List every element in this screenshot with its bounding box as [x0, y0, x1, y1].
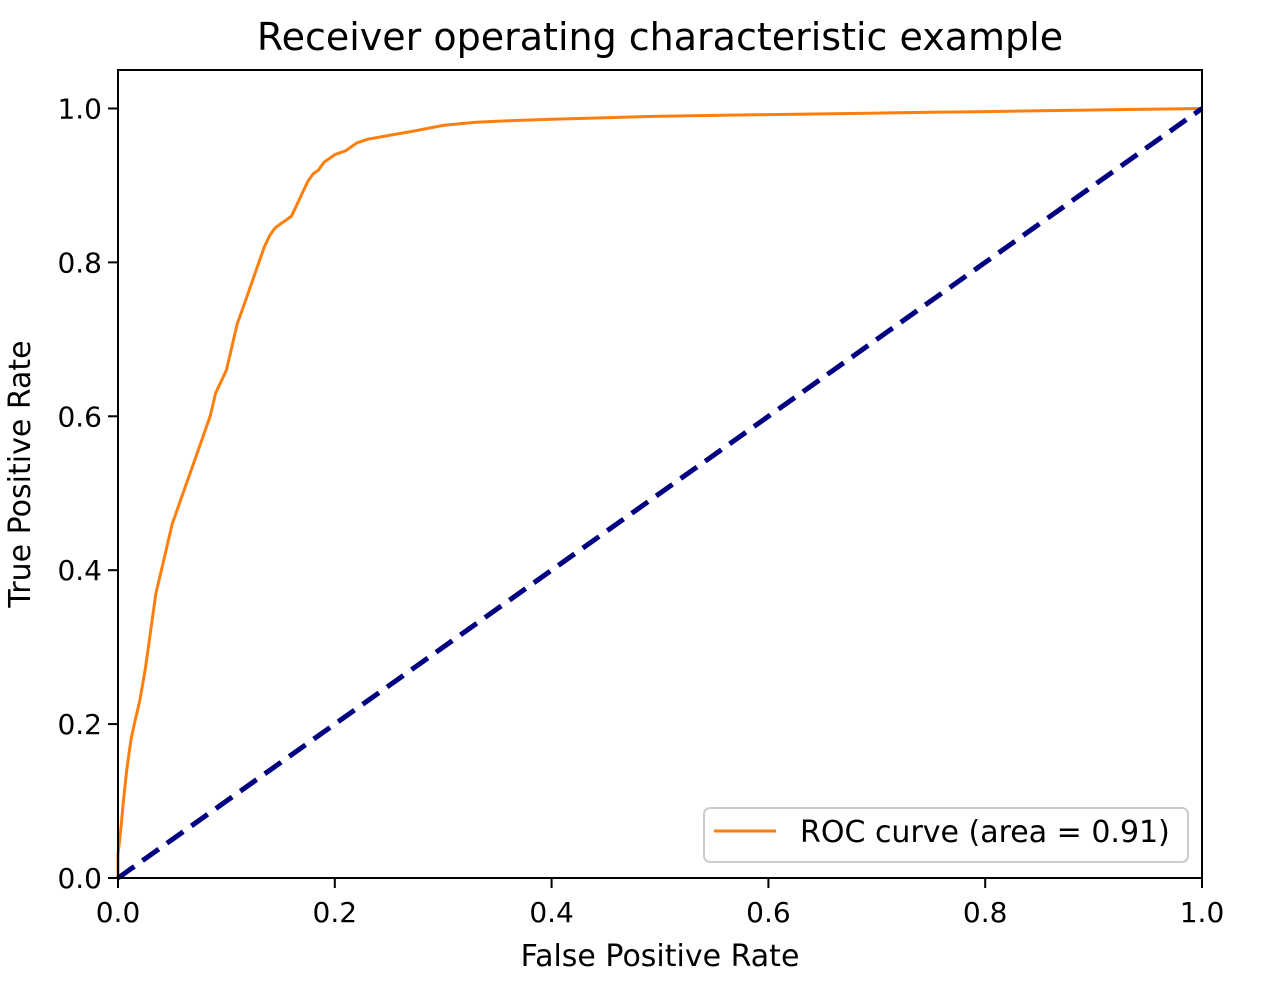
y-tick-label: 0.0 — [57, 862, 102, 895]
x-tick-label: 0.2 — [313, 896, 358, 929]
y-tick-label: 0.4 — [57, 554, 102, 587]
plot-area — [118, 70, 1202, 878]
y-tick-label: 0.2 — [57, 708, 102, 741]
x-tick-label: 1.0 — [1180, 896, 1225, 929]
diagonal-reference-line — [116, 106, 1204, 881]
y-tick-label: 1.0 — [57, 92, 102, 125]
legend-label-roc: ROC curve (area = 0.91) — [800, 815, 1170, 850]
y-tick-label: 0.6 — [57, 400, 102, 433]
x-axis-label: False Positive Rate — [521, 939, 800, 974]
y-tick-label: 0.8 — [57, 246, 102, 279]
x-tick-label: 0.0 — [96, 896, 141, 929]
legend: ROC curve (area = 0.91) — [703, 807, 1189, 863]
y-axis-label: True Positive Rate — [3, 340, 38, 608]
series-layer — [116, 106, 1204, 881]
x-tick-label: 0.8 — [963, 896, 1008, 929]
x-tick-label: 0.6 — [746, 896, 791, 929]
legend-box — [703, 807, 1189, 863]
chart-title: Receiver operating characteristic exampl… — [257, 15, 1063, 59]
x-axis-ticks: 0.0 0.2 0.4 0.6 0.8 1.0 — [96, 878, 1225, 929]
y-axis-ticks: 0.0 0.2 0.4 0.6 0.8 1.0 — [57, 92, 118, 895]
roc-curve-line — [116, 107, 1203, 878]
x-tick-label: 0.4 — [529, 896, 574, 929]
plot-frame — [117, 69, 1203, 879]
